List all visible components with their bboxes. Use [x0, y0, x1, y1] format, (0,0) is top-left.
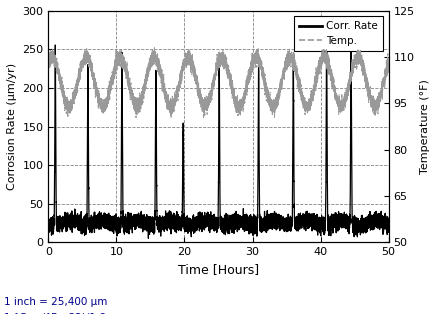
Temp. — [46, 54, 51, 58]
Temp. — [386, 58, 391, 62]
Temp. — [262, 81, 267, 85]
Corr. Rate — [386, 225, 391, 229]
Corr. Rate — [262, 209, 267, 213]
Line: Corr. Rate: Corr. Rate — [49, 42, 388, 238]
Y-axis label: Corrosion Rate (μm/yr): Corrosion Rate (μm/yr) — [7, 63, 17, 190]
Legend: Corr. Rate, Temp.: Corr. Rate, Temp. — [294, 16, 383, 51]
Corr. Rate — [247, 217, 252, 221]
Line: Temp.: Temp. — [49, 47, 388, 118]
Temp. — [201, 116, 206, 120]
Y-axis label: Temperature (°F): Temperature (°F) — [420, 79, 430, 174]
X-axis label: Time [Hours]: Time [Hours] — [178, 263, 259, 276]
Temp. — [152, 45, 157, 49]
Corr. Rate — [169, 217, 174, 220]
Temp. — [169, 103, 174, 107]
Corr. Rate — [316, 224, 321, 228]
Temp. — [298, 91, 303, 95]
Temp. — [316, 67, 322, 71]
Corr. Rate — [63, 221, 68, 225]
Corr. Rate — [348, 41, 354, 44]
Corr. Rate — [146, 236, 151, 240]
Temp. — [247, 71, 253, 75]
Corr. Rate — [298, 219, 303, 223]
Text: 1 inch = 25,400 μm: 1 inch = 25,400 μm — [4, 297, 108, 306]
Corr. Rate — [46, 223, 51, 227]
Text: 1 °C = (°F – 32)/1.8: 1 °C = (°F – 32)/1.8 — [4, 312, 106, 314]
Temp. — [63, 105, 68, 109]
